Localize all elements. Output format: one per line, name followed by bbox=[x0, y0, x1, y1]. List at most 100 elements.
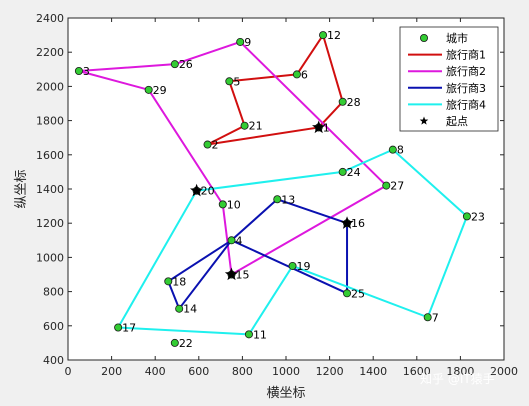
city-label: 28 bbox=[347, 96, 361, 109]
city-marker bbox=[236, 37, 245, 46]
city-label: 27 bbox=[390, 180, 404, 193]
legend-item: 城市 bbox=[419, 31, 468, 45]
city-label: 1 bbox=[323, 121, 330, 134]
city-label: 23 bbox=[471, 210, 485, 223]
legend-star-swatch bbox=[419, 116, 429, 125]
city-label: 12 bbox=[327, 29, 341, 42]
city-marker bbox=[114, 323, 123, 332]
start-star-marker bbox=[340, 216, 354, 229]
x-tick-label: 600 bbox=[188, 365, 209, 378]
city-label: 8 bbox=[397, 144, 404, 157]
city-label: 18 bbox=[172, 275, 186, 288]
legend-label: 旅行商2 bbox=[446, 64, 486, 78]
legend-item: 旅行商1 bbox=[408, 48, 486, 62]
legend-label: 起点 bbox=[446, 115, 468, 128]
y-tick-label: 2400 bbox=[36, 12, 64, 25]
city-marker bbox=[227, 236, 236, 245]
city-label: 24 bbox=[347, 166, 361, 179]
city-marker bbox=[423, 313, 432, 322]
city-marker bbox=[319, 31, 328, 40]
y-tick-label: 1600 bbox=[36, 149, 64, 162]
y-tick-label: 600 bbox=[43, 320, 64, 333]
city-label: 26 bbox=[179, 58, 193, 71]
legend-item: 旅行商2 bbox=[408, 64, 486, 78]
legend-item: 起点 bbox=[419, 115, 468, 128]
y-tick-label: 1400 bbox=[36, 183, 64, 196]
city-label: 5 bbox=[233, 75, 240, 88]
city-label: 19 bbox=[297, 260, 311, 273]
city-marker bbox=[462, 212, 471, 221]
city-label: 6 bbox=[301, 68, 308, 81]
x-tick-label: 1400 bbox=[359, 365, 387, 378]
start-markers-layer bbox=[189, 120, 354, 281]
x-tick-label: 1200 bbox=[316, 365, 344, 378]
city-marker bbox=[388, 145, 397, 154]
city-marker bbox=[175, 304, 184, 313]
x-tick-label: 400 bbox=[145, 365, 166, 378]
x-tick-label: 2000 bbox=[490, 365, 518, 378]
city-labels-layer: 1234567891011121314151617181920212223242… bbox=[83, 29, 485, 350]
city-marker bbox=[170, 60, 179, 69]
city-label: 14 bbox=[183, 303, 197, 316]
city-label: 11 bbox=[253, 328, 267, 341]
city-marker bbox=[343, 289, 352, 298]
city-marker bbox=[203, 140, 212, 149]
city-marker bbox=[218, 200, 227, 209]
legend-label: 旅行商1 bbox=[446, 48, 486, 62]
y-tick-label: 2000 bbox=[36, 80, 64, 93]
city-label: 17 bbox=[122, 322, 136, 335]
city-label: 16 bbox=[351, 217, 365, 230]
y-tick-label: 1200 bbox=[36, 217, 64, 230]
city-marker bbox=[292, 70, 301, 79]
route-line-3 bbox=[167, 198, 349, 310]
y-axis-label: 纵坐标 bbox=[14, 169, 29, 208]
city-marker bbox=[240, 121, 249, 130]
x-tick-label: 200 bbox=[101, 365, 122, 378]
city-label: 2 bbox=[212, 139, 219, 152]
x-tick-label: 1000 bbox=[272, 365, 300, 378]
city-marker bbox=[144, 85, 153, 94]
start-star-marker bbox=[224, 267, 239, 281]
city-marker bbox=[170, 338, 179, 347]
city-label: 15 bbox=[236, 269, 250, 282]
start-star-marker bbox=[189, 183, 204, 197]
city-marker bbox=[164, 277, 173, 286]
legend-marker-swatch bbox=[419, 34, 428, 43]
city-marker bbox=[74, 67, 83, 76]
city-marker bbox=[338, 167, 347, 176]
route-line-1 bbox=[206, 34, 344, 146]
city-label: 9 bbox=[244, 36, 251, 49]
city-label: 3 bbox=[83, 65, 90, 78]
city-label: 21 bbox=[249, 120, 263, 133]
city-label: 4 bbox=[236, 234, 243, 247]
x-tick-label: 1600 bbox=[403, 365, 431, 378]
city-marker bbox=[382, 181, 391, 190]
x-tick-label: 0 bbox=[65, 365, 72, 378]
city-label: 10 bbox=[227, 198, 241, 211]
legend-item: 旅行商4 bbox=[408, 97, 486, 111]
x-tick-label: 1800 bbox=[446, 365, 474, 378]
legend-label: 旅行商3 bbox=[446, 81, 486, 95]
legend-label: 旅行商4 bbox=[446, 97, 486, 111]
watermark-text: 知乎 @IT猿手 bbox=[420, 371, 495, 386]
city-label: 20 bbox=[201, 185, 215, 198]
city-marker bbox=[288, 261, 297, 270]
legend-box bbox=[399, 26, 499, 132]
city-label: 13 bbox=[281, 193, 295, 206]
x-tick-label: 800 bbox=[232, 365, 253, 378]
city-label: 25 bbox=[351, 287, 365, 300]
start-star-marker bbox=[312, 120, 326, 134]
axis-ticks: 0 200 400 600 800 1000 1200 1400 1600 1800 2000400… bbox=[36, 12, 518, 378]
city-marker bbox=[225, 77, 234, 86]
y-tick-label: 2200 bbox=[36, 46, 64, 59]
y-tick-label: 1800 bbox=[36, 115, 64, 128]
city-label: 29 bbox=[153, 84, 167, 97]
y-tick-label: 400 bbox=[43, 354, 64, 367]
x-axis-label: 横坐标 bbox=[266, 386, 305, 401]
city-label: 7 bbox=[432, 311, 439, 324]
city-marker bbox=[244, 330, 253, 339]
route-line-2 bbox=[77, 40, 388, 276]
city-label: 22 bbox=[179, 337, 193, 350]
